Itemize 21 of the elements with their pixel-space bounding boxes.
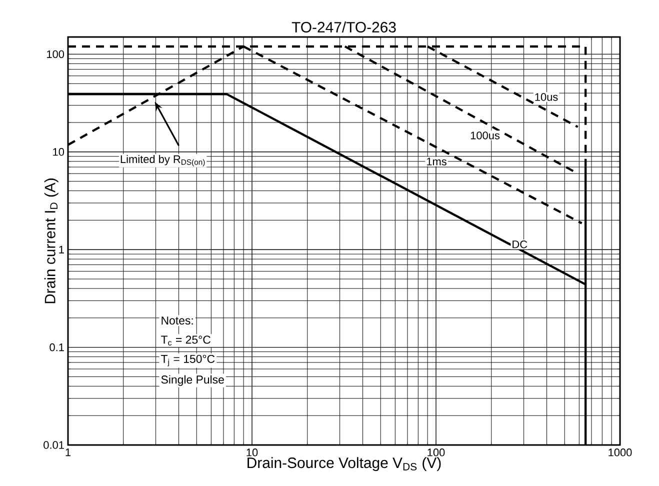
y-axis-title: Drain current I$_{D}$ (A) <box>44 178 58 304</box>
annotation: Single Pulse <box>161 375 224 386</box>
x-tick-label: 100 <box>428 448 445 456</box>
series-label: 100us <box>470 132 500 140</box>
chart-title: TO-247/TO-263 <box>292 22 396 32</box>
x-tick-label: 1000 <box>608 448 632 456</box>
series-label: 1ms <box>426 158 446 166</box>
annotation: T$_{c}$ = 25°C <box>161 336 210 346</box>
x-tick-label: 1 <box>66 448 71 456</box>
y-tick-label: 0.1 <box>50 343 64 352</box>
y-tick-label: 100 <box>47 50 64 58</box>
series-label: DC <box>512 240 528 248</box>
series-label: 10us <box>535 93 558 101</box>
text: Limited by R$_{DS(on)}$ <box>120 155 205 166</box>
annotation: T$_{j}$ = 150°C <box>161 354 215 366</box>
annotation: Notes: <box>162 316 193 325</box>
y-tick-label: 1 <box>59 246 64 254</box>
x-tick-label: 10 <box>246 448 258 456</box>
y-tick-label: 0.01 <box>44 441 64 449</box>
y-tick-label: 10 <box>53 148 64 156</box>
x-axis-title: Drain-Source Voltage V$_{DS}$ (V) <box>248 457 441 472</box>
